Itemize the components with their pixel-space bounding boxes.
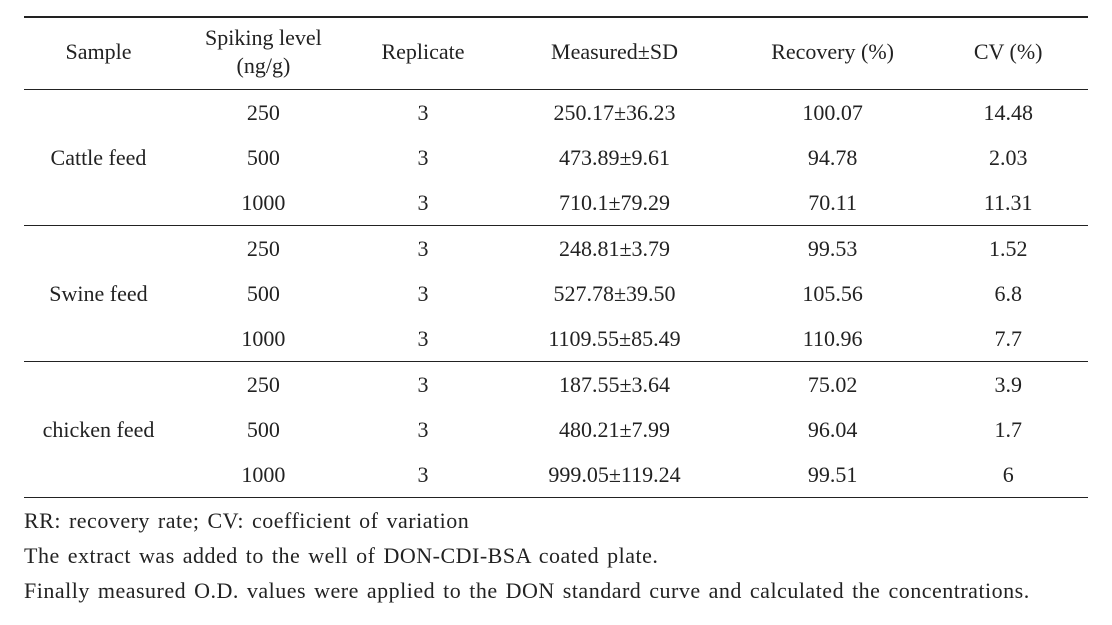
cell-recovery: 96.04 bbox=[737, 407, 929, 452]
col-header-spiking-line2: (ng/g) bbox=[177, 52, 350, 80]
cell-measured: 1109.55±85.49 bbox=[492, 316, 737, 362]
cell-cv: 3.9 bbox=[928, 362, 1088, 408]
cell-recovery: 94.78 bbox=[737, 135, 929, 180]
cell-recovery: 75.02 bbox=[737, 362, 929, 408]
cell-measured: 187.55±3.64 bbox=[492, 362, 737, 408]
cell-cv: 14.48 bbox=[928, 90, 1088, 136]
cell-replicate: 3 bbox=[354, 180, 492, 226]
cell-cv: 1.7 bbox=[928, 407, 1088, 452]
table-row: 2503250.17±36.23100.0714.48 bbox=[24, 90, 1088, 136]
cell-cv: 7.7 bbox=[928, 316, 1088, 362]
cell-measured: 473.89±9.61 bbox=[492, 135, 737, 180]
cell-measured: 710.1±79.29 bbox=[492, 180, 737, 226]
cell-measured: 248.81±3.79 bbox=[492, 226, 737, 272]
cell-measured: 250.17±36.23 bbox=[492, 90, 737, 136]
table-row: Cattle feed5003473.89±9.6194.782.03 bbox=[24, 135, 1088, 180]
col-header-cv: CV (%) bbox=[928, 17, 1088, 90]
cell-replicate: 3 bbox=[354, 316, 492, 362]
table-header-row: Sample Spiking level (ng/g) Replicate Me… bbox=[24, 17, 1088, 90]
table-body: 2503250.17±36.23100.0714.48Cattle feed50… bbox=[24, 90, 1088, 498]
cell-replicate: 3 bbox=[354, 362, 492, 408]
cell-sample: Cattle feed bbox=[24, 135, 173, 180]
cell-sample bbox=[24, 226, 173, 272]
col-header-recovery: Recovery (%) bbox=[737, 17, 929, 90]
cell-spiking: 500 bbox=[173, 135, 354, 180]
footnotes: RR: recovery rate; CV: coefficient of va… bbox=[24, 504, 1088, 607]
cell-replicate: 3 bbox=[354, 226, 492, 272]
cell-spiking: 1000 bbox=[173, 180, 354, 226]
cell-cv: 11.31 bbox=[928, 180, 1088, 226]
cell-recovery: 110.96 bbox=[737, 316, 929, 362]
cell-sample bbox=[24, 452, 173, 498]
table-row: Swine feed5003527.78±39.50105.566.8 bbox=[24, 271, 1088, 316]
col-header-spiking: Spiking level (ng/g) bbox=[173, 17, 354, 90]
cell-cv: 1.52 bbox=[928, 226, 1088, 272]
col-header-sample: Sample bbox=[24, 17, 173, 90]
cell-recovery: 100.07 bbox=[737, 90, 929, 136]
cell-sample bbox=[24, 362, 173, 408]
cell-spiking: 500 bbox=[173, 271, 354, 316]
cell-recovery: 99.51 bbox=[737, 452, 929, 498]
cell-cv: 2.03 bbox=[928, 135, 1088, 180]
cell-replicate: 3 bbox=[354, 135, 492, 180]
footnote-line: The extract was added to the well of DON… bbox=[24, 539, 1088, 572]
footnote-line: RR: recovery rate; CV: coefficient of va… bbox=[24, 504, 1088, 537]
cell-replicate: 3 bbox=[354, 90, 492, 136]
cell-recovery: 105.56 bbox=[737, 271, 929, 316]
cell-spiking: 1000 bbox=[173, 316, 354, 362]
cell-replicate: 3 bbox=[354, 407, 492, 452]
table-row: 10003710.1±79.2970.1111.31 bbox=[24, 180, 1088, 226]
cell-spiking: 1000 bbox=[173, 452, 354, 498]
col-header-spiking-line1: Spiking level bbox=[177, 24, 350, 52]
cell-recovery: 70.11 bbox=[737, 180, 929, 226]
cell-measured: 999.05±119.24 bbox=[492, 452, 737, 498]
table-row: 2503187.55±3.6475.023.9 bbox=[24, 362, 1088, 408]
cell-spiking: 500 bbox=[173, 407, 354, 452]
cell-spiking: 250 bbox=[173, 226, 354, 272]
col-header-replicate: Replicate bbox=[354, 17, 492, 90]
footnote-line: Finally measured O.D. values were applie… bbox=[24, 574, 1088, 607]
cell-sample bbox=[24, 180, 173, 226]
cell-spiking: 250 bbox=[173, 362, 354, 408]
cell-replicate: 3 bbox=[354, 452, 492, 498]
cell-recovery: 99.53 bbox=[737, 226, 929, 272]
cell-sample: chicken feed bbox=[24, 407, 173, 452]
cell-sample bbox=[24, 316, 173, 362]
col-header-measured: Measured±SD bbox=[492, 17, 737, 90]
table-row: chicken feed5003480.21±7.9996.041.7 bbox=[24, 407, 1088, 452]
table-row: 10003999.05±119.2499.516 bbox=[24, 452, 1088, 498]
cell-measured: 480.21±7.99 bbox=[492, 407, 737, 452]
cell-measured: 527.78±39.50 bbox=[492, 271, 737, 316]
recovery-table: Sample Spiking level (ng/g) Replicate Me… bbox=[24, 16, 1088, 498]
cell-sample: Swine feed bbox=[24, 271, 173, 316]
cell-replicate: 3 bbox=[354, 271, 492, 316]
cell-cv: 6 bbox=[928, 452, 1088, 498]
table-row: 2503248.81±3.7999.531.52 bbox=[24, 226, 1088, 272]
cell-cv: 6.8 bbox=[928, 271, 1088, 316]
cell-sample bbox=[24, 90, 173, 136]
cell-spiking: 250 bbox=[173, 90, 354, 136]
table-row: 100031109.55±85.49110.967.7 bbox=[24, 316, 1088, 362]
